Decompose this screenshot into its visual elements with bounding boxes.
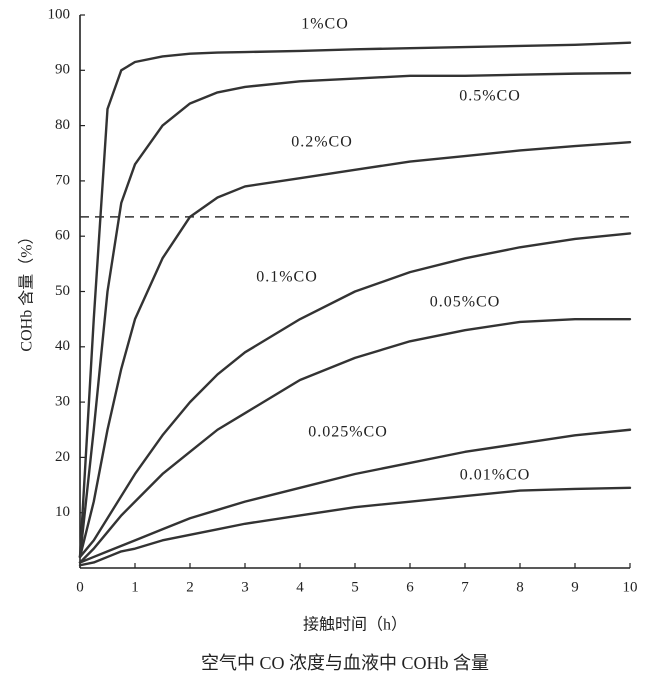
caption: 空气中 CO 浓度与血液中 COHb 含量 — [201, 653, 489, 673]
x-tick-label: 0 — [76, 579, 84, 595]
x-axis-label: 接触时间（h） — [303, 616, 407, 634]
y-tick-label: 20 — [55, 449, 70, 465]
curve — [78, 71, 632, 559]
curve-label: 1%CO — [301, 16, 349, 33]
curve-label: 0.05%CO — [430, 294, 501, 311]
x-tick-label: 6 — [406, 579, 414, 595]
y-tick-label: 50 — [55, 283, 70, 299]
y-tick-label: 40 — [55, 338, 70, 354]
x-tick-label: 3 — [241, 579, 249, 595]
curve-label: 0.2%CO — [291, 134, 353, 151]
y-tick-label: 30 — [55, 394, 70, 410]
x-tick-label: 8 — [516, 579, 524, 595]
y-tick-label: 80 — [55, 117, 70, 133]
y-tick-label: 10 — [55, 504, 70, 520]
y-axis-label: COHb 含量（%） — [18, 228, 36, 351]
y-tick-label: 100 — [48, 6, 71, 22]
curve-label: 0.01%CO — [460, 467, 531, 484]
curve-label: 0.025%CO — [308, 424, 388, 441]
curve — [78, 140, 632, 559]
x-tick-label: 9 — [571, 579, 579, 595]
curve — [78, 232, 632, 559]
curve — [78, 486, 632, 567]
curve — [78, 41, 632, 559]
x-tick-label: 4 — [296, 579, 304, 595]
x-tick-label: 5 — [351, 579, 359, 595]
curve-label: 0.1%CO — [256, 269, 318, 286]
curve-label: 0.5%CO — [459, 88, 521, 105]
y-tick-label: 70 — [55, 172, 70, 188]
curve — [78, 428, 632, 564]
y-tick-label: 60 — [55, 228, 70, 244]
y-tick-label: 90 — [55, 62, 70, 78]
curve — [78, 317, 632, 564]
x-tick-label: 7 — [461, 579, 469, 595]
x-tick-label: 1 — [131, 579, 139, 595]
x-tick-label: 10 — [623, 579, 638, 595]
x-tick-label: 2 — [186, 579, 194, 595]
